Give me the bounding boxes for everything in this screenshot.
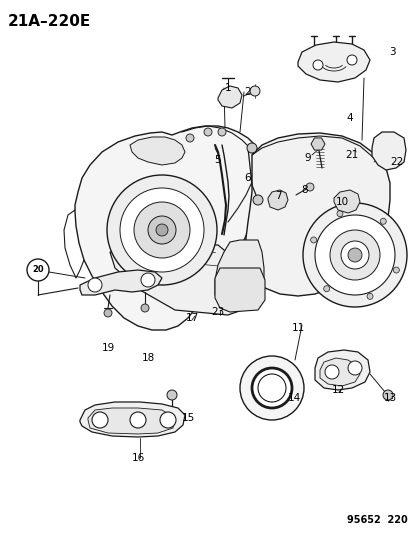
Circle shape — [314, 215, 394, 295]
Text: 21: 21 — [344, 150, 358, 160]
Circle shape — [366, 293, 372, 300]
Text: 18: 18 — [141, 353, 154, 363]
Circle shape — [166, 390, 177, 400]
Polygon shape — [371, 132, 405, 170]
Circle shape — [257, 374, 285, 402]
Text: 22: 22 — [389, 157, 403, 167]
Circle shape — [312, 60, 322, 70]
Polygon shape — [245, 133, 389, 296]
Circle shape — [147, 216, 176, 244]
Circle shape — [252, 368, 291, 408]
Text: 4: 4 — [346, 113, 352, 123]
Circle shape — [340, 241, 368, 269]
Polygon shape — [314, 350, 369, 390]
Text: 16: 16 — [131, 453, 144, 463]
Text: 3: 3 — [388, 47, 394, 57]
Circle shape — [92, 412, 108, 428]
Circle shape — [336, 211, 342, 216]
Text: 17: 17 — [185, 313, 198, 323]
Text: 21A–220E: 21A–220E — [8, 14, 91, 29]
Polygon shape — [80, 270, 161, 295]
Circle shape — [141, 273, 154, 287]
Text: 13: 13 — [382, 393, 396, 403]
Text: 20: 20 — [32, 265, 44, 274]
Polygon shape — [214, 240, 263, 308]
Polygon shape — [110, 245, 247, 315]
Circle shape — [204, 128, 211, 136]
Text: 15: 15 — [181, 413, 194, 423]
Text: 23: 23 — [211, 307, 224, 317]
Circle shape — [382, 390, 392, 400]
Circle shape — [380, 219, 385, 224]
Polygon shape — [319, 358, 359, 386]
Text: 11: 11 — [291, 323, 304, 333]
Circle shape — [302, 203, 406, 307]
Text: 2: 2 — [244, 87, 251, 97]
Circle shape — [305, 183, 313, 191]
Circle shape — [156, 224, 168, 236]
Polygon shape — [214, 268, 264, 312]
Circle shape — [252, 195, 262, 205]
Circle shape — [88, 278, 102, 292]
Circle shape — [120, 188, 204, 272]
Circle shape — [107, 175, 216, 285]
Text: 7: 7 — [274, 191, 280, 201]
Circle shape — [240, 356, 303, 420]
Text: 95652  220: 95652 220 — [347, 515, 407, 525]
Text: 8: 8 — [301, 185, 308, 195]
Circle shape — [310, 237, 316, 243]
Circle shape — [104, 309, 112, 317]
Text: 19: 19 — [101, 343, 114, 353]
Circle shape — [249, 86, 259, 96]
Polygon shape — [75, 126, 263, 330]
Circle shape — [346, 55, 356, 65]
Circle shape — [134, 202, 190, 258]
Polygon shape — [267, 190, 287, 210]
Circle shape — [392, 267, 399, 273]
Circle shape — [347, 248, 361, 262]
Circle shape — [247, 143, 256, 153]
Circle shape — [159, 412, 176, 428]
Polygon shape — [130, 137, 185, 165]
Text: 5: 5 — [214, 155, 221, 165]
Circle shape — [141, 304, 149, 312]
Text: 14: 14 — [287, 393, 300, 403]
Polygon shape — [80, 402, 185, 437]
Circle shape — [324, 365, 338, 379]
Polygon shape — [218, 86, 242, 108]
Circle shape — [27, 259, 49, 281]
Text: 6: 6 — [244, 173, 251, 183]
Circle shape — [218, 128, 225, 136]
Polygon shape — [297, 42, 369, 82]
Text: 10: 10 — [335, 197, 348, 207]
Polygon shape — [88, 408, 175, 434]
Circle shape — [185, 134, 194, 142]
Circle shape — [130, 412, 146, 428]
Text: 1: 1 — [224, 83, 231, 93]
Polygon shape — [333, 190, 359, 213]
Circle shape — [347, 361, 361, 375]
Text: 9: 9 — [304, 153, 311, 163]
Text: 12: 12 — [330, 385, 344, 395]
Circle shape — [323, 286, 329, 292]
Circle shape — [329, 230, 379, 280]
